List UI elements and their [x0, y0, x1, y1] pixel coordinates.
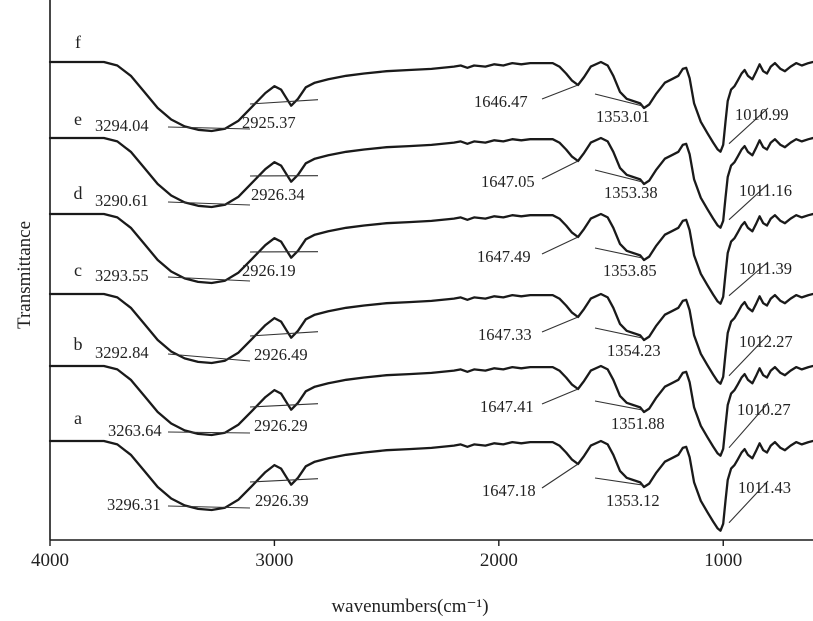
peak-label-a-3: 1353.12 — [606, 491, 660, 510]
peak-leader-line — [541, 160, 579, 180]
curve-labels: f e d c b a — [74, 32, 83, 428]
peak-leader-lines — [167, 84, 769, 524]
peak-label-d-0: 3293.55 — [95, 266, 149, 285]
peak-leader-line — [249, 99, 319, 105]
peak-leader-line — [541, 236, 579, 255]
spectrum-curve-c — [48, 292, 813, 385]
peak-label-f-3: 1353.01 — [596, 107, 650, 126]
peak-label-b-1: 2926.29 — [254, 416, 308, 435]
peak-label-e-1: 2926.34 — [251, 185, 305, 204]
x-axis-title: wavenumbers(cm⁻¹) — [331, 596, 488, 617]
peak-label-a-1: 2926.39 — [255, 491, 309, 510]
peak-leader-line — [167, 201, 251, 206]
peak-leader-line — [594, 247, 643, 259]
peak-leader-line — [728, 183, 769, 221]
peak-label-c-0: 3292.84 — [95, 343, 149, 362]
spectrum-curve-e — [48, 136, 813, 229]
peak-label-d-2: 1647.49 — [477, 247, 531, 266]
peak-leader-line — [594, 169, 643, 183]
peak-label-f-2: 1646.47 — [474, 92, 528, 111]
peak-label-c-2: 1647.33 — [478, 325, 532, 344]
peak-label-e-4: 1011.16 — [739, 181, 792, 200]
curve-label-d: d — [74, 183, 83, 203]
peak-leader-line — [594, 400, 643, 411]
peak-leader-line — [167, 431, 251, 434]
peak-label-c-4: 1012.27 — [739, 332, 793, 351]
curve-label-a: a — [74, 408, 82, 428]
peak-leader-line — [167, 353, 251, 362]
spectrum-curve-f — [48, 60, 813, 153]
peak-leader-line — [594, 477, 643, 486]
peak-label-d-1: 2926.19 — [242, 261, 296, 280]
x-tick-label: 4000 — [31, 550, 69, 571]
peak-label-d-3: 1353.85 — [603, 261, 657, 280]
peak-leader-line — [249, 331, 319, 337]
peak-label-c-3: 1354.23 — [607, 341, 661, 360]
peak-label-a-4: 1011.43 — [738, 478, 791, 497]
peak-label-f-1: 2925.37 — [242, 113, 296, 132]
spectra-curves — [48, 60, 813, 532]
axes — [49, 0, 813, 541]
curve-label-b: b — [74, 334, 83, 354]
peak-leader-line — [594, 327, 643, 339]
peak-leader-line — [728, 402, 769, 449]
peak-label-b-0: 3263.64 — [108, 421, 162, 440]
peak-leader-line — [249, 478, 319, 483]
peak-leader-line — [594, 93, 643, 107]
peak-label-a-2: 1647.18 — [482, 481, 536, 500]
spectrum-curve-d — [48, 212, 813, 305]
peak-leader-line — [167, 126, 251, 130]
peak-label-a-0: 3296.31 — [107, 495, 161, 514]
spectrum-curve-a — [48, 439, 813, 532]
peak-leader-line — [541, 84, 579, 100]
peak-leader-line — [541, 388, 579, 405]
peak-leader-line — [541, 316, 579, 333]
peak-leader-line — [249, 403, 319, 408]
peak-label-e-3: 1353.38 — [604, 183, 658, 202]
curve-label-f: f — [75, 32, 81, 52]
x-tick-label: 1000 — [704, 550, 742, 571]
peak-label-f-0: 3294.04 — [95, 116, 149, 135]
peak-annotations: 3294.04 2925.37 1646.47 1353.01 1010.99 3290.… — [95, 92, 793, 514]
peak-label-b-3: 1351.88 — [611, 414, 665, 433]
peak-leader-line — [728, 261, 769, 297]
curve-label-c: c — [74, 260, 82, 280]
peak-leader-line — [728, 334, 769, 377]
peak-leader-line — [541, 463, 579, 489]
peak-label-f-4: 1010.99 — [735, 105, 789, 124]
spectrum-curve-b — [48, 364, 813, 457]
peak-label-b-4: 1010.27 — [737, 400, 791, 419]
x-tick-label: 2000 — [480, 550, 518, 571]
peak-label-d-4: 1011.39 — [739, 259, 792, 278]
peak-leader-line — [167, 505, 251, 509]
peak-label-e-2: 1647.05 — [481, 172, 535, 191]
y-axis-title: Transmittance — [14, 221, 35, 329]
peak-leader-line — [167, 276, 251, 282]
peak-label-b-2: 1647.41 — [480, 397, 534, 416]
x-ticks: 4000 3000 2000 1000 — [31, 540, 742, 571]
x-tick-label: 3000 — [255, 550, 293, 571]
peak-leader-line — [728, 107, 769, 145]
peak-label-e-0: 3290.61 — [95, 191, 149, 210]
curve-label-e: e — [74, 109, 82, 129]
peak-leader-line — [728, 480, 769, 524]
peak-label-c-1: 2926.49 — [254, 345, 308, 364]
